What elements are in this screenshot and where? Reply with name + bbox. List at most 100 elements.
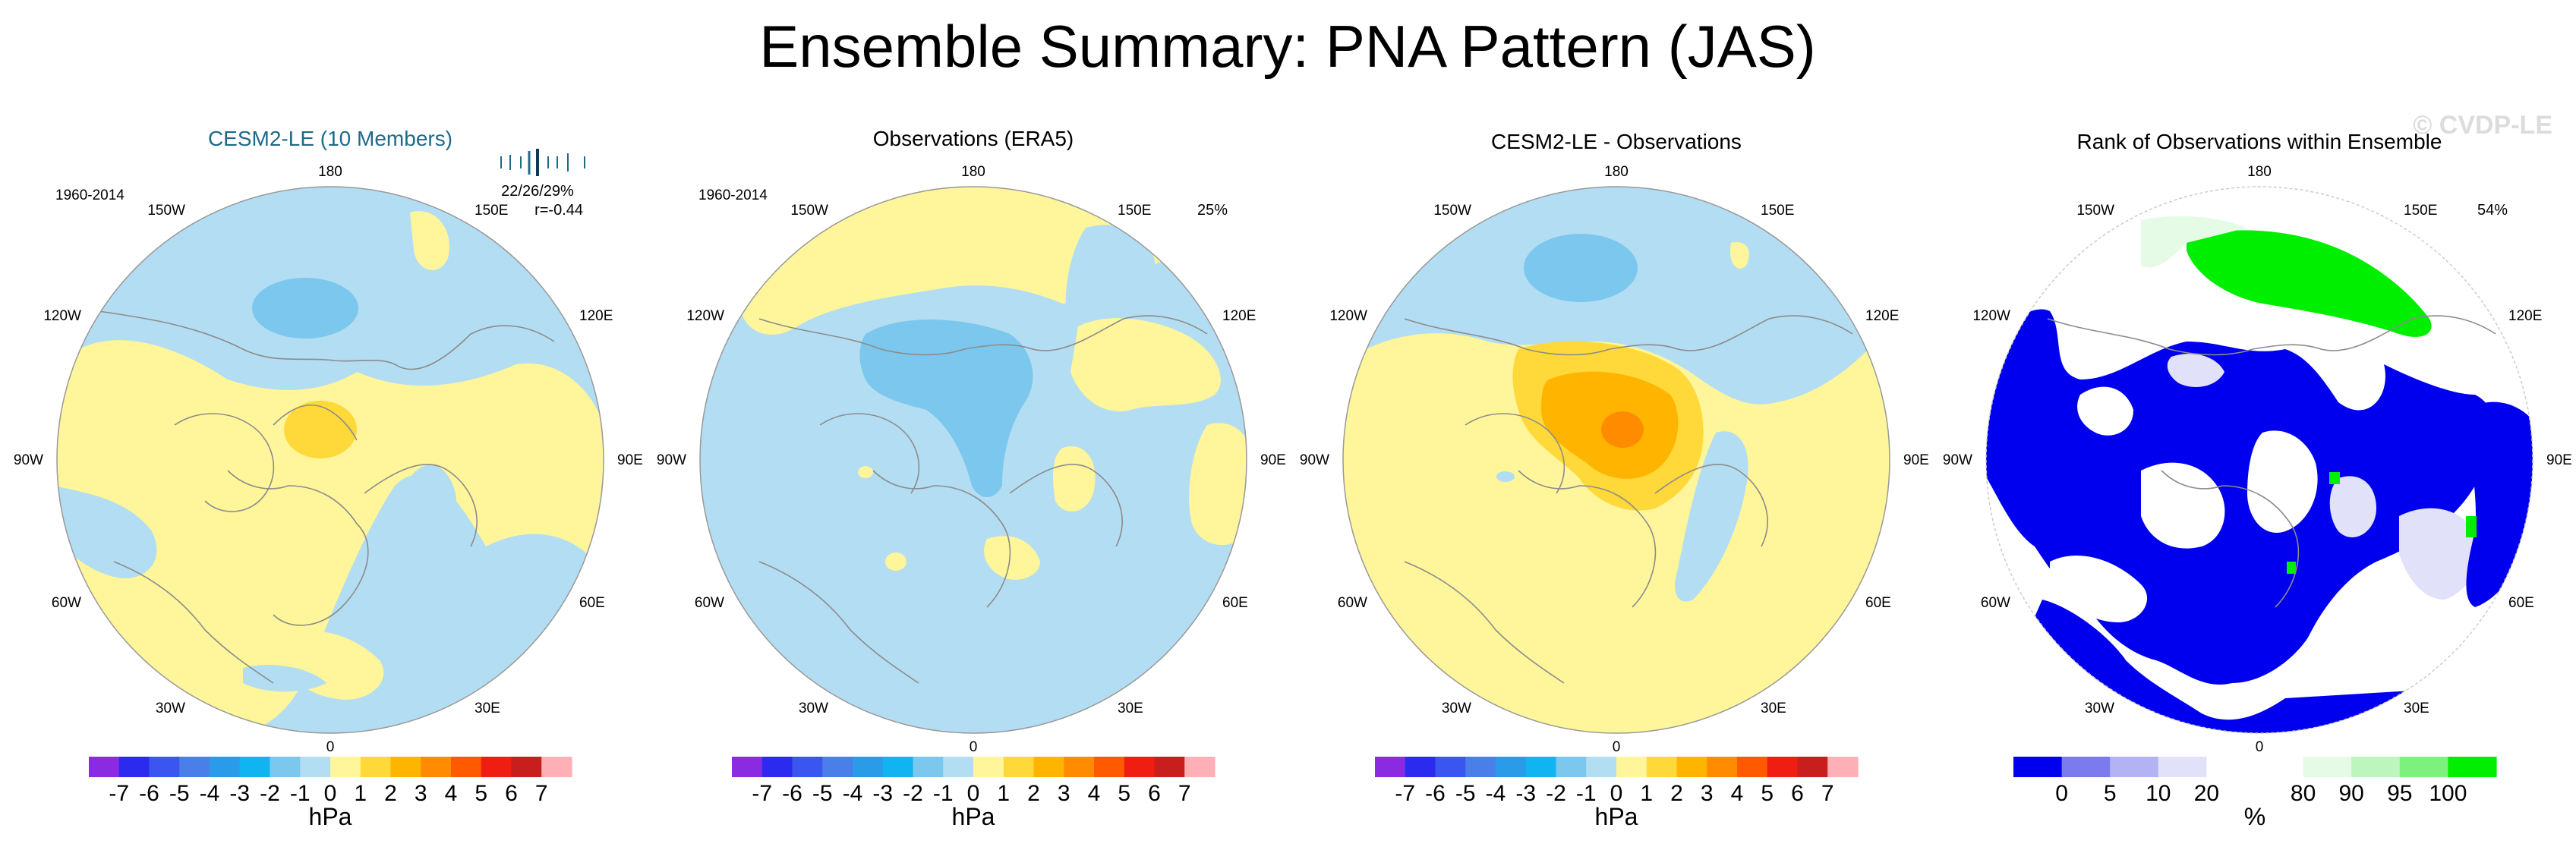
colorbar-tick-label: 5 [1761, 781, 1774, 806]
colorbar-tick-label: -2 [260, 781, 280, 806]
colorbar-swatch [1094, 757, 1125, 777]
colorbar-unit-label: hPa [1595, 803, 1638, 830]
lon-label: 120E [1865, 308, 1899, 324]
colorbar-tick-label: -2 [903, 781, 923, 806]
figure-title: Ensemble Summary: PNA Pattern (JAS) [759, 13, 1815, 80]
colorbar-tick-label: -1 [1576, 781, 1597, 806]
lon-label: 30W [2085, 701, 2114, 716]
colorbar-tick-label: 3 [1701, 781, 1714, 806]
colorbar-swatch [1827, 757, 1859, 777]
longitude-labels: 180 0 150W 150E 120W 120E 90W 90E 60W 60… [1943, 164, 2572, 755]
colorbar-tick-label: 0 [1610, 781, 1623, 806]
colorbar-swatch [761, 757, 793, 777]
lon-label: 30E [475, 701, 500, 716]
colorbar-tick-label: 100 [2429, 781, 2467, 806]
lon-label: 150W [147, 203, 185, 219]
panel-title: Rank of Observations within Ensemble [2077, 130, 2442, 153]
colorbar-tick-label: -2 [1546, 781, 1566, 806]
colorbar-unit-label: % [2244, 803, 2265, 830]
colorbar-tick-label: 2 [1670, 781, 1683, 806]
colorbar-swatch [89, 757, 120, 777]
percent-variance: 25% [1197, 202, 1228, 219]
lon-label: 90W [1943, 452, 1972, 468]
lon-label: 120W [1972, 308, 2010, 324]
colorbar: -7 -6 -5 -4 -3 -2 -1 0 1 2 3 4 5 6 7 hPa [732, 757, 1215, 830]
colorbar-tick-label: -1 [290, 781, 311, 806]
colorbar-swatch [2158, 757, 2207, 777]
lon-label: 90W [657, 452, 686, 468]
colorbar-tick-label: 2 [384, 781, 397, 806]
lon-label: 60W [1338, 595, 1367, 611]
colorbar-swatch [390, 757, 421, 777]
lon-label: 90E [2546, 452, 2572, 468]
colorbar-swatch [913, 757, 944, 777]
colorbar-swatch [1737, 757, 1768, 777]
colorbar-tick-label: -7 [109, 781, 129, 806]
longitude-labels: 180 0 150W 150E 120W 120E 90W 90E 60W 60… [14, 164, 643, 755]
lon-label: 180 [1604, 164, 1629, 180]
lon-label: 0 [970, 739, 978, 755]
colorbar-swatch [541, 757, 572, 777]
lon-label: 150W [2076, 203, 2114, 219]
lon-label: 30W [1442, 701, 1471, 716]
lon-label: 150E [1761, 203, 1794, 219]
colorbar-swatch [481, 757, 512, 777]
period-label: 1960-2014 [55, 187, 125, 203]
lon-label: 0 [1613, 739, 1621, 755]
panel-title: Observations (ERA5) [873, 127, 1074, 150]
lon-label: 60W [1981, 595, 2010, 611]
colorbar-swatch [853, 757, 884, 777]
colorbar-swatch [822, 757, 853, 777]
colorbar-swatch [882, 757, 914, 777]
colorbar-tick-label: 5 [2104, 781, 2117, 806]
colorbar-swatch [1767, 757, 1799, 777]
colorbar-tick-label: 3 [1058, 781, 1070, 806]
colorbar-tick-label: -3 [872, 781, 893, 806]
colorbar-swatch [1064, 757, 1095, 777]
colorbar-swatch [179, 757, 210, 777]
colorbar-swatch [118, 757, 150, 777]
colorbar-swatch [1033, 757, 1064, 777]
colorbar-tick-label: -7 [1395, 781, 1415, 806]
colorbar-swatch [270, 757, 301, 777]
lon-label: 120W [1329, 308, 1367, 324]
lon-label: 30E [1761, 701, 1786, 716]
colorbar-swatch [451, 757, 482, 777]
colorbar-swatch [1375, 757, 1406, 777]
colorbar: 0 5 10 20 80 90 95 100% [2013, 757, 2497, 830]
colorbar-swatch [2255, 757, 2304, 777]
panel-observations: Observations (ERA5) 1960-2014 25% [657, 127, 1286, 830]
colorbar-swatch [1586, 757, 1617, 777]
lon-label: 180 [961, 164, 985, 180]
map-rank [1986, 187, 2533, 733]
colorbar-tick-label: 5 [1118, 781, 1130, 806]
colorbar-tick-label: 4 [1731, 781, 1744, 806]
lon-label: 30W [799, 701, 828, 716]
colorbar-tick-label: 0 [967, 781, 980, 806]
panel-cesm2-le: CESM2-LE (10 Members) 1960-2014 22/26/29… [14, 127, 643, 830]
colorbar-tick-label: -7 [752, 781, 772, 806]
colorbar-tick-label: 80 [2291, 781, 2316, 806]
colorbar-swatch [1124, 757, 1156, 777]
lon-label: 120E [1222, 308, 1256, 324]
colorbar-swatch [210, 757, 241, 777]
member-spread-ticks [500, 149, 585, 176]
panel-title: CESM2-LE (10 Members) [208, 127, 452, 150]
colorbar-tick-label: 1 [354, 781, 367, 806]
map-cesm2-le [57, 187, 604, 733]
colorbar-swatch [1184, 757, 1215, 777]
colorbar-tick-label: 7 [1821, 781, 1834, 806]
colorbar-tick-label: 5 [475, 781, 487, 806]
colorbar-tick-label: 6 [505, 781, 518, 806]
pattern-correlation: r=-0.44 [534, 202, 583, 219]
colorbar-tick-label: 20 [2194, 781, 2219, 806]
colorbar-tick-label: -1 [933, 781, 954, 806]
lon-label: 60E [579, 595, 605, 611]
lon-label: 180 [318, 164, 342, 180]
lon-label: 60E [2508, 595, 2534, 611]
panel-title: CESM2-LE - Observations [1491, 130, 1742, 153]
colorbar-swatch [1676, 757, 1707, 777]
colorbar-tick-label: 6 [1148, 781, 1161, 806]
colorbar-swatch [1556, 757, 1587, 777]
